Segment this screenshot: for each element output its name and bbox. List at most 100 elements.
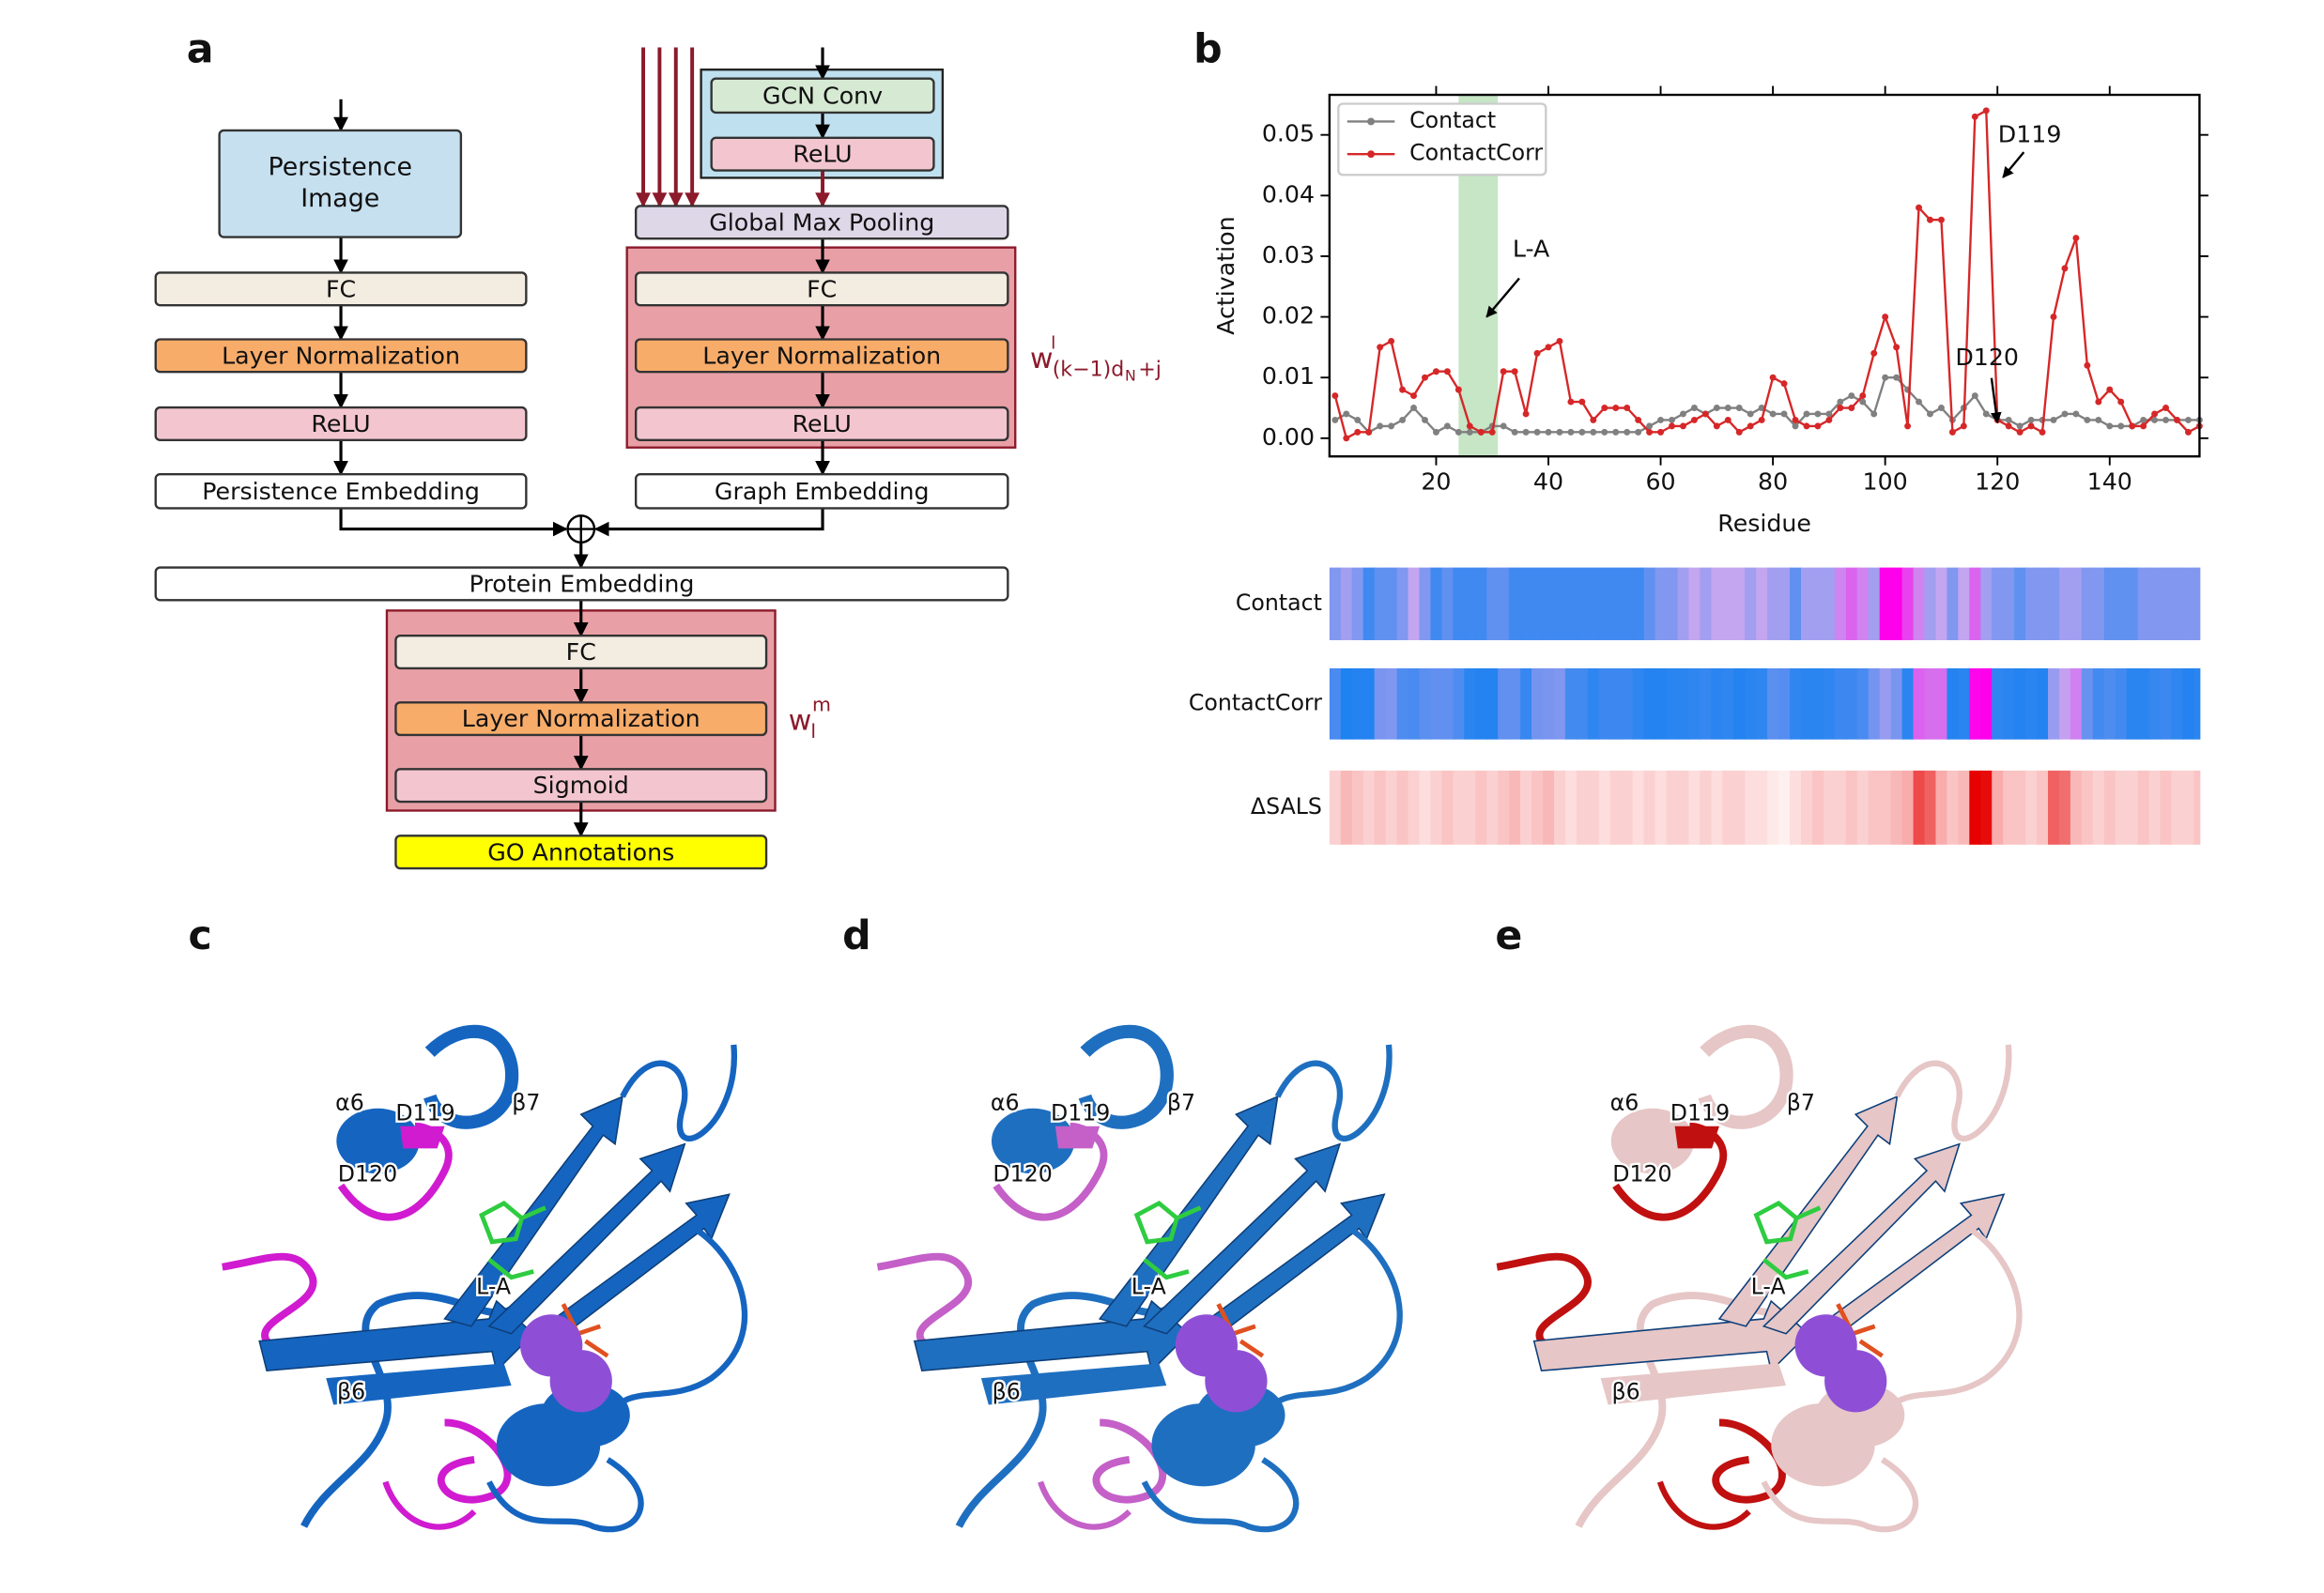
series-point xyxy=(2027,422,2035,430)
heatmap-cell xyxy=(1969,770,1982,845)
node-label: Protein Embedding xyxy=(469,571,695,598)
heatmap-cell xyxy=(1980,667,1993,740)
legend-label: ContactCorr xyxy=(1409,140,1543,166)
series-point xyxy=(1893,374,1901,381)
heatmap-cell xyxy=(1711,567,1724,640)
heatmap-cell xyxy=(1362,770,1376,845)
heatmap-cell xyxy=(1419,667,1432,740)
heatmap-cell xyxy=(1924,567,1937,640)
node-label: ReLU xyxy=(793,410,852,437)
structure-label: L-A xyxy=(1131,1273,1166,1299)
heatmap-cell xyxy=(2003,667,2016,740)
series-point xyxy=(1545,428,1552,436)
heatmap-cell xyxy=(2025,567,2039,640)
heatmap-cell xyxy=(2126,667,2139,740)
heatmap-cell xyxy=(2058,667,2071,740)
heatmap-cell xyxy=(1351,567,1364,640)
heatmap-cell xyxy=(1598,667,1611,740)
heatmap-cell xyxy=(1879,567,1892,640)
weight-sub: l xyxy=(810,720,816,743)
heatmap-cell xyxy=(1632,667,1645,740)
series-point xyxy=(1690,405,1698,411)
heatmap-cell xyxy=(1722,770,1735,845)
heatmap-cell xyxy=(1385,770,1398,845)
heatmap-cell xyxy=(1340,667,1353,740)
heatmap-row-label: ΔSALS xyxy=(1251,793,1322,819)
heatmap-cell xyxy=(1564,770,1578,845)
heatmap-cell xyxy=(1396,770,1409,845)
series-point xyxy=(1870,349,1878,357)
series-point xyxy=(1522,428,1530,436)
series-point xyxy=(1792,422,1799,430)
series-point xyxy=(1882,374,1889,381)
diagram-node xyxy=(394,768,768,804)
heatmap-cell xyxy=(1643,567,1656,640)
series-point xyxy=(1388,422,1395,430)
heatmap-cell xyxy=(2037,770,2049,845)
heatmap-cell xyxy=(1745,770,1758,845)
heatmap-cell xyxy=(1520,567,1533,640)
heatmap-cell xyxy=(1969,667,1982,740)
heatmap-cell xyxy=(1576,667,1589,740)
series-point xyxy=(1870,410,1878,418)
series-point xyxy=(2106,422,2114,430)
series-point xyxy=(2106,386,2114,393)
series-point xyxy=(2174,416,2180,423)
node-label: FC xyxy=(326,275,356,302)
series-point xyxy=(1477,428,1485,436)
heatmap-cell xyxy=(1464,567,1477,640)
y-axis-title: Activation xyxy=(1212,216,1239,334)
heatmap-cell xyxy=(1430,770,1443,845)
series-point xyxy=(1837,405,1844,411)
x-tick-label: 40 xyxy=(1533,468,1563,496)
series-point xyxy=(1825,410,1833,418)
heatmap-cell xyxy=(1576,567,1589,640)
y-tick-label: 0.01 xyxy=(1262,362,1315,390)
series-point xyxy=(1646,428,1654,436)
series-point xyxy=(1343,410,1350,418)
heatmap-cell xyxy=(1498,567,1511,640)
series-point xyxy=(2039,428,2046,436)
series-point xyxy=(1331,392,1339,400)
series-point xyxy=(1803,422,1810,430)
diagram-node xyxy=(710,136,935,172)
y-tick-label: 0.00 xyxy=(1262,423,1315,451)
heatmap-cell xyxy=(1385,567,1398,640)
series-point xyxy=(1814,410,1822,418)
panel-letter: c xyxy=(188,912,211,959)
heatmap-cell xyxy=(1430,567,1443,640)
heatmap-cell xyxy=(1688,770,1701,845)
heatmap-cell xyxy=(1868,667,1881,740)
diagram-node xyxy=(634,406,1009,442)
heatmap-cell xyxy=(1790,667,1802,740)
heatmap-cell xyxy=(1700,567,1713,640)
node-label: Layer Normalization xyxy=(462,705,700,732)
weight-tail: +j xyxy=(1138,358,1162,382)
weight-subsub: N xyxy=(1125,366,1136,384)
heatmap-cell xyxy=(1351,770,1364,845)
heatmap-cell xyxy=(2193,567,2201,640)
series-point xyxy=(2072,235,2080,242)
heatmap-cell xyxy=(1643,770,1656,845)
series-point xyxy=(1971,392,1978,400)
heatmap-cell xyxy=(1553,770,1566,845)
heatmap-cell xyxy=(2014,770,2027,845)
series-point xyxy=(1556,337,1563,345)
heatmap-cell xyxy=(1543,567,1555,640)
series-point xyxy=(1803,410,1810,418)
heatmap-cell xyxy=(1441,667,1454,740)
diagram-node xyxy=(154,271,528,307)
node-label: Layer Normalization xyxy=(222,342,460,369)
heatmap-cell xyxy=(1980,770,1993,845)
heatmap-cell xyxy=(1811,770,1824,845)
heatmap-cell xyxy=(1778,770,1791,845)
heatmap-cell xyxy=(1688,567,1701,640)
heatmap-cell xyxy=(2193,770,2201,845)
series-point xyxy=(1488,428,1496,436)
series-point xyxy=(1780,410,1788,418)
heatmap-cell xyxy=(1396,567,1409,640)
series-point xyxy=(1601,405,1608,411)
series-point xyxy=(1410,405,1418,411)
heatmap-cell xyxy=(1756,770,1769,845)
